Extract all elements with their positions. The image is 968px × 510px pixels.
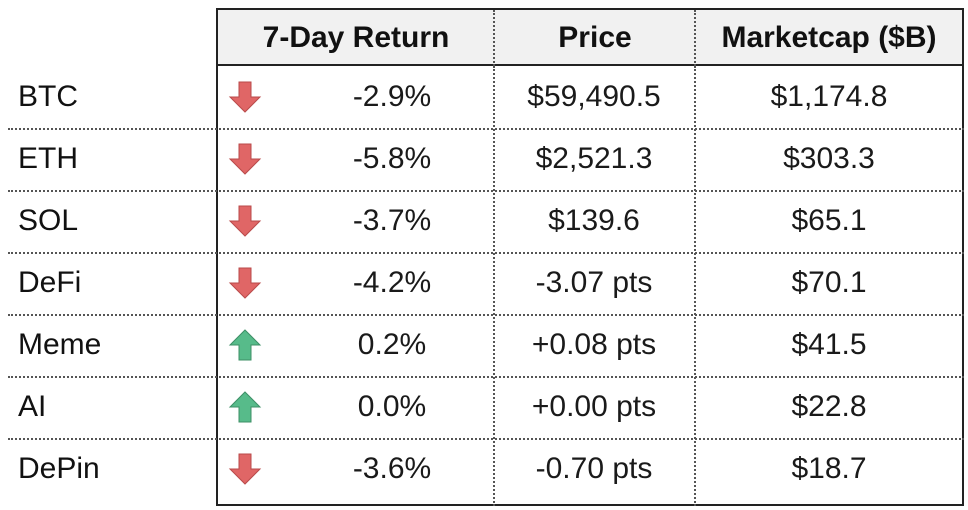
row-category: ETH bbox=[18, 142, 78, 175]
header-divider bbox=[493, 10, 495, 66]
row-7day-return: -4.2% bbox=[352, 266, 432, 299]
table-row: ETH -5.8% $2,521.3 $303.3 bbox=[8, 128, 964, 192]
row-7day-return: 0.0% bbox=[357, 390, 427, 423]
row-category: DePin bbox=[18, 452, 100, 485]
row-category: BTC bbox=[18, 80, 78, 113]
header-price: Price bbox=[558, 21, 632, 54]
row-7day-return: -3.7% bbox=[352, 204, 432, 237]
row-price: +0.00 pts bbox=[531, 390, 657, 423]
row-price: +0.08 pts bbox=[531, 328, 657, 361]
row-category: SOL bbox=[18, 204, 79, 237]
row-7day-return: -2.9% bbox=[352, 80, 432, 113]
row-marketcap: $1,174.8 bbox=[770, 80, 888, 113]
row-price: -0.70 pts bbox=[535, 452, 653, 485]
table-header: 7-Day Return Price Marketcap ($B) bbox=[216, 8, 964, 66]
row-marketcap: $70.1 bbox=[791, 266, 867, 299]
row-marketcap: $65.1 bbox=[791, 204, 867, 237]
down-arrow-icon bbox=[228, 81, 262, 113]
down-arrow-icon bbox=[228, 267, 262, 299]
up-arrow-icon bbox=[228, 329, 262, 361]
row-price: -3.07 pts bbox=[535, 266, 653, 299]
up-arrow-icon bbox=[228, 391, 262, 423]
table-row: BTC -2.9% $59,490.5 $1,174.8 bbox=[8, 66, 964, 130]
header-7day-return: 7-Day Return bbox=[262, 21, 450, 54]
table-row: SOL -3.7% $139.6 $65.1 bbox=[8, 190, 964, 254]
table-row: DeFi -4.2% -3.07 pts $70.1 bbox=[8, 252, 964, 316]
table-row: AI 0.0% +0.00 pts $22.8 bbox=[8, 376, 964, 440]
row-7day-return: -5.8% bbox=[352, 142, 432, 175]
row-category: Meme bbox=[18, 328, 102, 361]
header-divider bbox=[694, 10, 696, 66]
row-price: $59,490.5 bbox=[527, 80, 661, 113]
table-body-frame bbox=[216, 66, 964, 506]
down-arrow-icon bbox=[228, 205, 262, 237]
table-row: Meme 0.2% +0.08 pts $41.5 bbox=[8, 314, 964, 378]
row-marketcap: $18.7 bbox=[791, 452, 867, 485]
header-marketcap: Marketcap ($B) bbox=[721, 21, 937, 54]
row-price: $139.6 bbox=[548, 204, 640, 237]
down-arrow-icon bbox=[228, 453, 262, 485]
down-arrow-icon bbox=[228, 143, 262, 175]
row-category: DeFi bbox=[18, 266, 82, 299]
column-divider bbox=[493, 66, 495, 506]
row-7day-return: -3.6% bbox=[352, 452, 432, 485]
row-price: $2,521.3 bbox=[535, 142, 653, 175]
table-row: DePin -3.6% -0.70 pts $18.7 bbox=[8, 438, 964, 500]
row-category: AI bbox=[18, 390, 47, 423]
row-marketcap: $22.8 bbox=[791, 390, 867, 423]
row-7day-return: 0.2% bbox=[357, 328, 427, 361]
column-divider bbox=[694, 66, 696, 506]
row-marketcap: $41.5 bbox=[791, 328, 867, 361]
row-marketcap: $303.3 bbox=[783, 142, 875, 175]
